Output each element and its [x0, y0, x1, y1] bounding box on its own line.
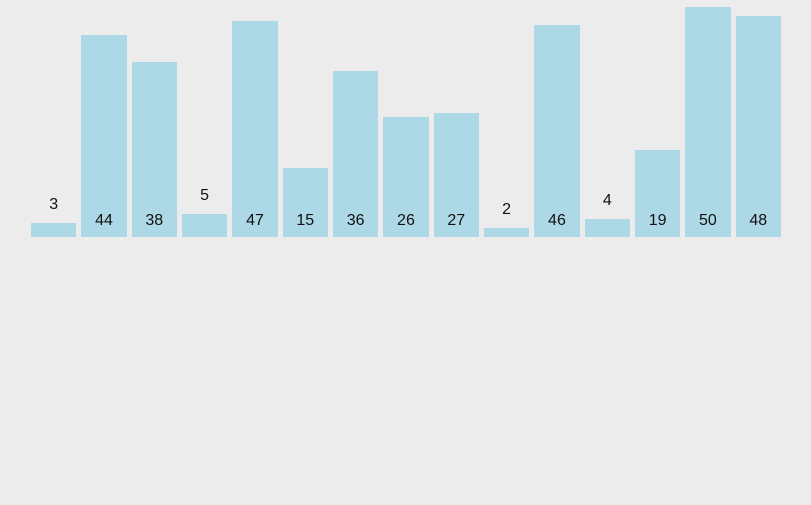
bar	[433, 112, 479, 237]
bar-value-label: 15	[296, 212, 315, 229]
bar	[634, 149, 681, 237]
bar	[232, 20, 278, 237]
bar	[685, 7, 731, 237]
bar-value-label: 50	[699, 212, 717, 229]
bar-value-label: 26	[397, 212, 415, 229]
bar-value-label: 5	[200, 187, 210, 204]
bar	[383, 117, 429, 237]
bar	[332, 71, 379, 237]
bar	[131, 62, 177, 237]
bar-value-label: 2	[502, 200, 512, 218]
bar-value-label: 47	[246, 212, 264, 229]
bar	[735, 16, 781, 237]
bar	[31, 223, 77, 237]
bar	[181, 214, 228, 237]
bar	[483, 227, 530, 237]
bar-value-label: 4	[602, 191, 612, 209]
bar-value-label: 27	[447, 212, 466, 229]
bar-value-label: 38	[145, 212, 164, 229]
bar-value-label: 3	[49, 196, 59, 214]
bar-value-label: 36	[346, 212, 365, 229]
bar	[534, 25, 580, 237]
bar-value-label: 19	[648, 212, 667, 229]
bar-value-label: 46	[548, 212, 566, 229]
bar-value-label: 44	[95, 212, 113, 229]
bar-value-label: 48	[749, 212, 768, 229]
bar	[81, 34, 127, 237]
bar	[584, 218, 630, 237]
bar	[282, 168, 328, 237]
